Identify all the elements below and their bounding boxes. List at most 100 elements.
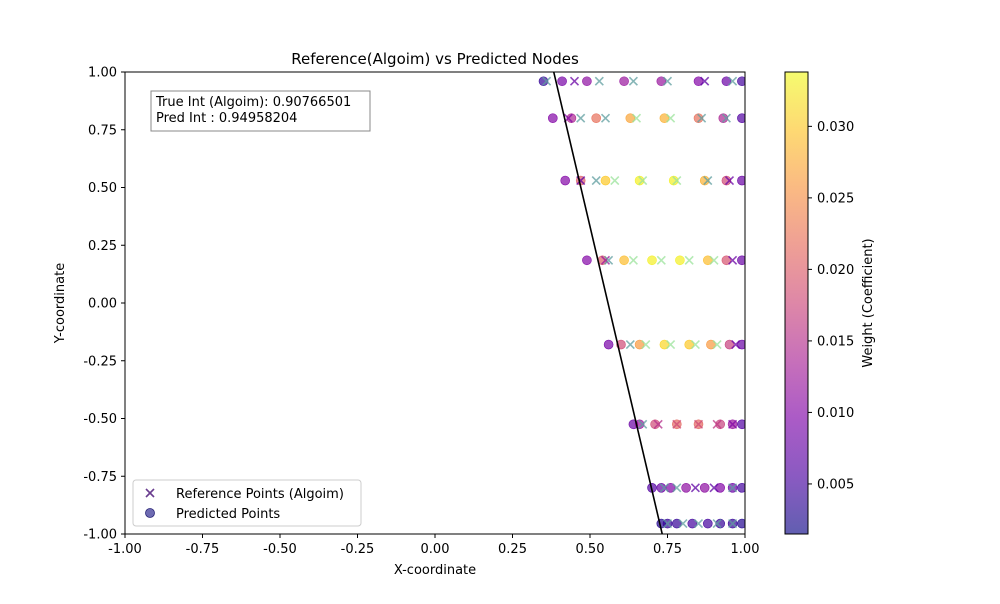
colorbar: 0.005 0.010 0.015 0.020 0.025 0.030 Weight (C… [784, 71, 876, 535]
predicted-point [659, 339, 670, 350]
boundary-line [552, 72, 664, 534]
reference-point [600, 113, 611, 123]
reference-point [700, 76, 710, 86]
reference-point [542, 76, 552, 86]
predicted-point [721, 255, 732, 266]
x-tick-label: 1.00 [731, 542, 760, 557]
colorbar-label: Weight (Coefficient) [861, 238, 876, 367]
reference-point [697, 113, 707, 123]
predicted-point [675, 255, 685, 266]
predicted-point [737, 175, 745, 186]
predicted-point [715, 518, 726, 529]
y-axis-label: Y-coordinate [53, 263, 68, 344]
predicted-point [737, 113, 745, 123]
predicted-point [737, 483, 745, 493]
reference-point [659, 483, 669, 493]
reference-point [693, 419, 704, 429]
predicted-point [737, 518, 745, 529]
predicted-point [737, 76, 745, 87]
predicted-point [603, 339, 614, 350]
reference-point [728, 255, 738, 265]
reference-point [662, 76, 673, 86]
reference-point [638, 176, 648, 186]
predicted-point [718, 113, 729, 123]
reference-point [594, 76, 604, 86]
x-axis-ticks: -1.00 -0.75 -0.50 -0.25 0.00 0.25 0.50 0.75 1.00 [108, 534, 759, 557]
colorbar-ticks: 0.005 0.010 0.015 0.020 0.025 0.030 [808, 120, 854, 492]
colorbar-gradient [784, 71, 809, 535]
reference-point [709, 255, 719, 265]
predicted-point [566, 113, 577, 123]
predicted-point [693, 76, 704, 87]
reference-point [666, 340, 676, 350]
reference-point [569, 76, 580, 86]
x-tick-label: 0.75 [653, 542, 682, 557]
x-tick-label: 0.00 [421, 542, 450, 557]
predicted-point [693, 113, 704, 123]
predicted-point [702, 518, 713, 529]
reference-point [628, 76, 638, 86]
legend: Reference Points (Algoim) Predicted Poin… [132, 479, 362, 527]
predicted-point [699, 175, 710, 186]
colorbar-tick-label: 0.030 [817, 120, 854, 135]
predicted-point [591, 113, 602, 123]
predicted-point [619, 76, 629, 87]
y-tick-label: 1.00 [88, 66, 117, 81]
y-tick-label: -0.50 [83, 412, 117, 427]
predicted-point [699, 482, 710, 493]
reference-point [591, 176, 601, 186]
predicted-point [706, 339, 716, 350]
y-tick-label: 0.25 [88, 239, 117, 254]
reference-point [638, 419, 648, 429]
x-tick-label: -1.00 [108, 542, 142, 557]
predicted-point [557, 76, 567, 87]
predicted-point [619, 255, 629, 266]
reference-point [724, 176, 735, 186]
predicted-point [737, 419, 745, 430]
reference-point [604, 255, 614, 265]
annotation-box: True Int (Algoim): 0.90766501 Pred Int :… [150, 90, 371, 132]
reference-point [666, 113, 676, 123]
reference-point [721, 113, 731, 123]
y-tick-label: 0.50 [88, 181, 117, 196]
predicted-point [547, 113, 558, 123]
predicted-point [634, 175, 645, 186]
reference-point [628, 255, 638, 265]
reference-point [662, 519, 673, 529]
reference-point [625, 340, 635, 350]
predicted-point [681, 482, 691, 493]
predicted-point [538, 76, 549, 87]
predicted-point [702, 255, 713, 266]
predicted-point [625, 113, 636, 123]
legend-marker-predicted [145, 508, 155, 518]
reference-point [709, 483, 719, 493]
y-tick-label: 0.75 [88, 123, 117, 138]
predicted-point [668, 175, 679, 186]
reference-point [672, 483, 682, 493]
predicted-point [687, 518, 698, 529]
plot-frame [124, 71, 746, 535]
reference-point [653, 419, 663, 429]
predicted-point [684, 339, 695, 350]
x-axis-label: X-coordinate [394, 563, 476, 578]
reference-point [728, 519, 738, 529]
reference-point [576, 113, 586, 123]
y-tick-label: -0.75 [83, 470, 117, 485]
colorbar-tick-label: 0.005 [817, 477, 854, 492]
reference-point [672, 419, 682, 429]
predicted-point [721, 175, 732, 186]
x-tick-label: -0.75 [186, 542, 220, 557]
y-tick-label: 0.00 [88, 297, 117, 312]
colorbar-tick-label: 0.010 [817, 406, 854, 421]
predicted-point [715, 419, 726, 430]
predicted-point [737, 339, 745, 350]
reference-point [712, 419, 722, 429]
predicted-point [560, 175, 571, 186]
predicted-point [656, 76, 667, 87]
reference-point [684, 255, 694, 265]
x-tick-label: 0.50 [576, 542, 605, 557]
predicted-point [665, 482, 676, 493]
legend-marker-reference [145, 488, 155, 498]
colorbar-tick-label: 0.025 [817, 191, 854, 206]
